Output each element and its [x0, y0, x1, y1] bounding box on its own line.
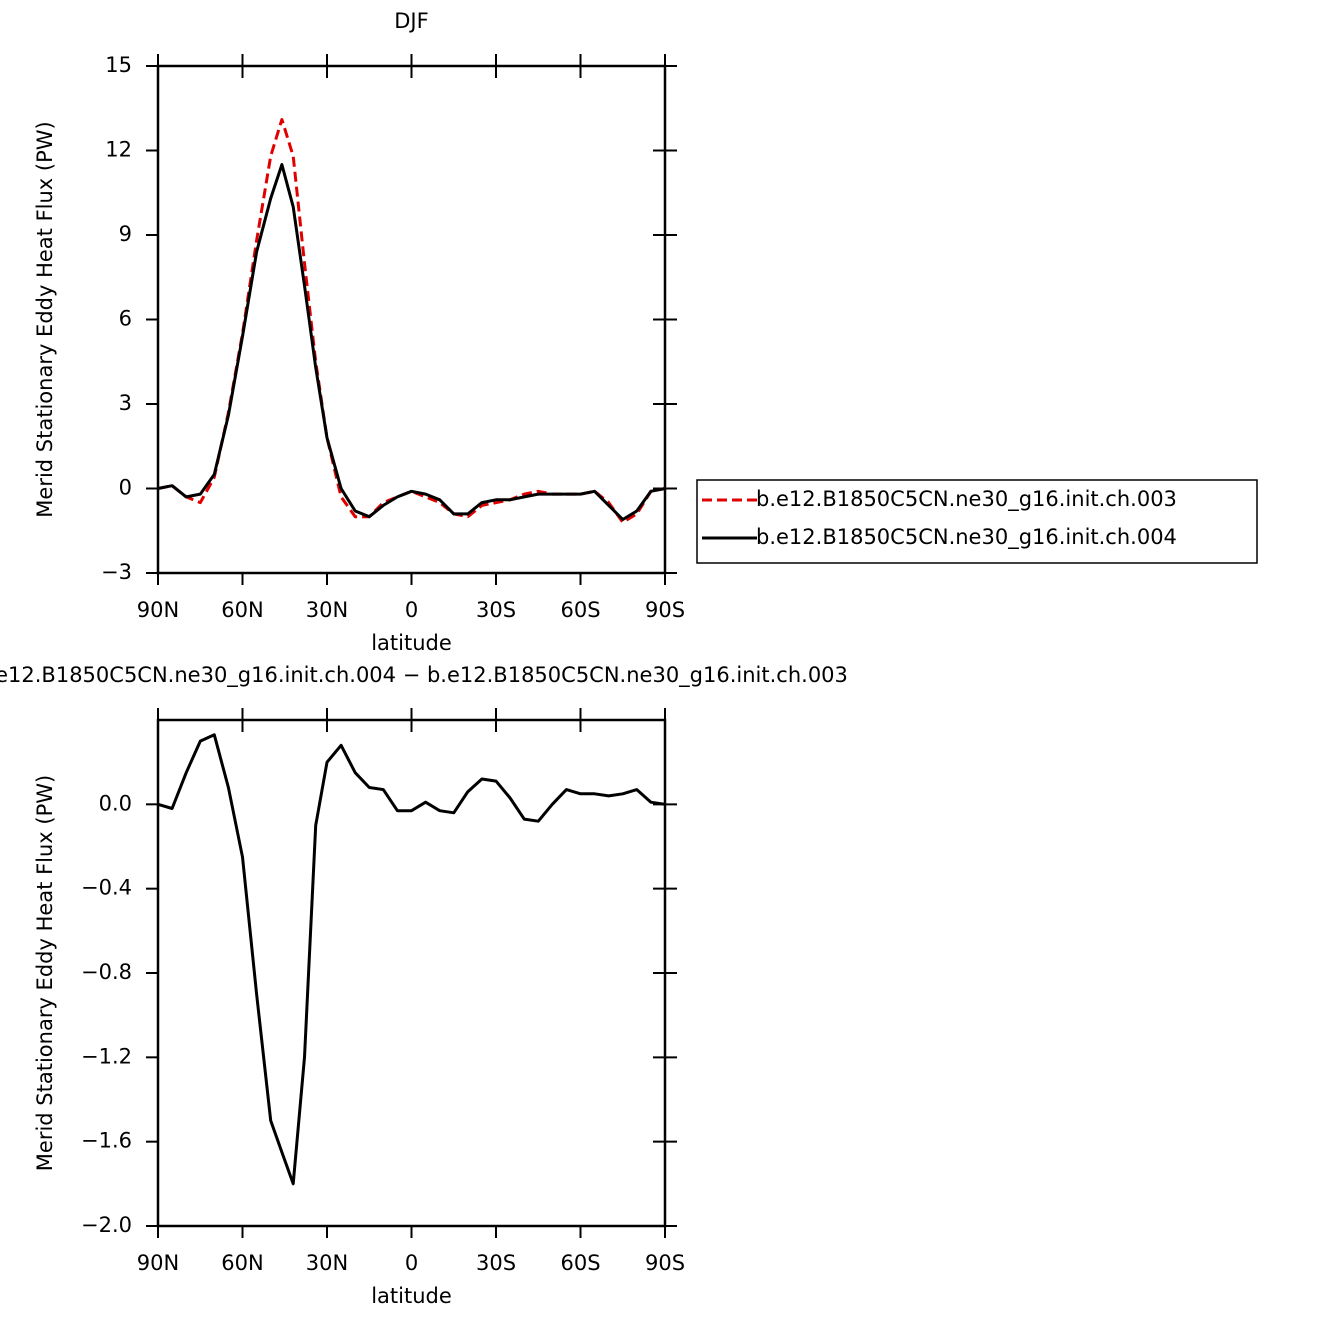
series-line	[157, 733, 666, 1186]
x-tick-label: 90S	[645, 598, 685, 622]
x-tick-label: 90S	[645, 1251, 685, 1275]
y-tick-label: −1.2	[81, 1044, 132, 1068]
chart-title: DJF	[394, 9, 428, 33]
x-tick-label: 90N	[137, 1251, 179, 1275]
y-tick-label: −0.4	[81, 876, 132, 900]
x-tick-label: 30N	[306, 1251, 348, 1275]
y-tick-label: 12	[105, 138, 132, 162]
plot-frame	[156, 64, 667, 575]
x-tick-label: 60S	[560, 598, 600, 622]
y-tick-label: −1.6	[81, 1129, 132, 1153]
x-tick-label: 0	[405, 1251, 418, 1275]
x-tick-label: 30N	[306, 598, 348, 622]
y-tick-label: 6	[119, 307, 132, 331]
x-tick-label: 30S	[476, 1251, 516, 1275]
y-tick-label: −3	[101, 560, 132, 584]
plot-frame	[156, 718, 667, 1228]
x-tick-label: 60N	[221, 1251, 263, 1275]
y-tick-label: 15	[105, 53, 132, 77]
y-axis-label: Merid Stationary Eddy Heat Flux (PW)	[33, 775, 57, 1171]
y-tick-label: −0.8	[81, 960, 132, 984]
y-axis-label: Merid Stationary Eddy Heat Flux (PW)	[33, 121, 57, 517]
x-axis-label: latitude	[371, 631, 452, 655]
y-tick-label: 9	[119, 222, 132, 246]
series-line	[157, 163, 666, 521]
legend-label: b.e12.B1850C5CN.ne30_g16.init.ch.003	[756, 487, 1177, 512]
x-tick-label: 0	[405, 598, 418, 622]
chart-title: b.e12.B1850C5CN.ne30_g16.init.ch.004 − b…	[0, 663, 848, 688]
y-tick-label: 3	[119, 391, 132, 415]
x-tick-label: 60S	[560, 1251, 600, 1275]
series-line	[157, 118, 666, 524]
x-tick-label: 30S	[476, 598, 516, 622]
legend-box	[696, 479, 1258, 564]
x-tick-label: 60N	[221, 598, 263, 622]
y-tick-label: 0.0	[99, 791, 132, 815]
x-axis-label: latitude	[371, 1284, 452, 1308]
legend-label: b.e12.B1850C5CN.ne30_g16.init.ch.004	[756, 525, 1177, 550]
y-tick-label: 0	[119, 476, 132, 500]
x-tick-label: 90N	[137, 598, 179, 622]
y-tick-label: −2.0	[81, 1213, 132, 1237]
